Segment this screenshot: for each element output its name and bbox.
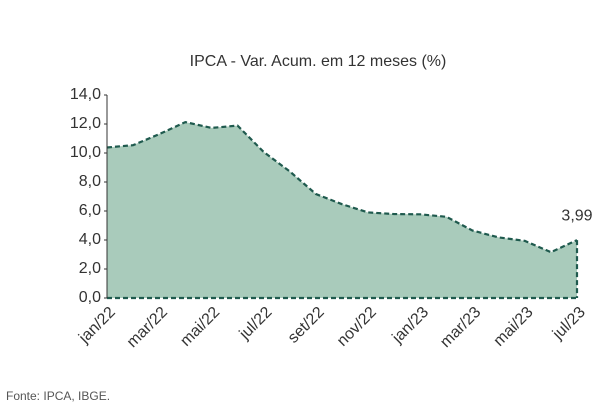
x-tick-label: mai/22 [177, 304, 223, 350]
value-label: 3,99 [561, 207, 592, 224]
x-tick-label: jul/23 [549, 304, 589, 344]
y-tick-label: 12,0 [70, 115, 101, 132]
x-tick-label: jan/23 [389, 304, 433, 348]
y-tick-label: 8,0 [79, 173, 101, 190]
x-tick-label: jan/22 [75, 304, 119, 348]
x-tick-label: mai/23 [491, 304, 537, 350]
y-tick-label: 2,0 [79, 260, 101, 277]
x-tick-label: nov/22 [334, 304, 380, 350]
line [106, 120, 578, 254]
y-tick-label: 6,0 [79, 202, 101, 219]
area [107, 122, 577, 299]
x-tick-label: mar/22 [124, 304, 171, 351]
chart-title: IPCA - Var. Acum. em 12 meses (%) [190, 53, 447, 70]
x-tick-label: jul/22 [236, 304, 276, 344]
y-tick-label: 10,0 [70, 144, 101, 161]
x-tick-label: mar/23 [437, 304, 484, 351]
source: Fonte: IPCA, IBGE. [6, 389, 110, 403]
y-tick-label: 14,0 [70, 86, 101, 103]
x-tick-label: set/22 [285, 304, 328, 347]
y-tick-label: 4,0 [79, 231, 101, 248]
y-tick-label: 0,0 [79, 289, 101, 306]
